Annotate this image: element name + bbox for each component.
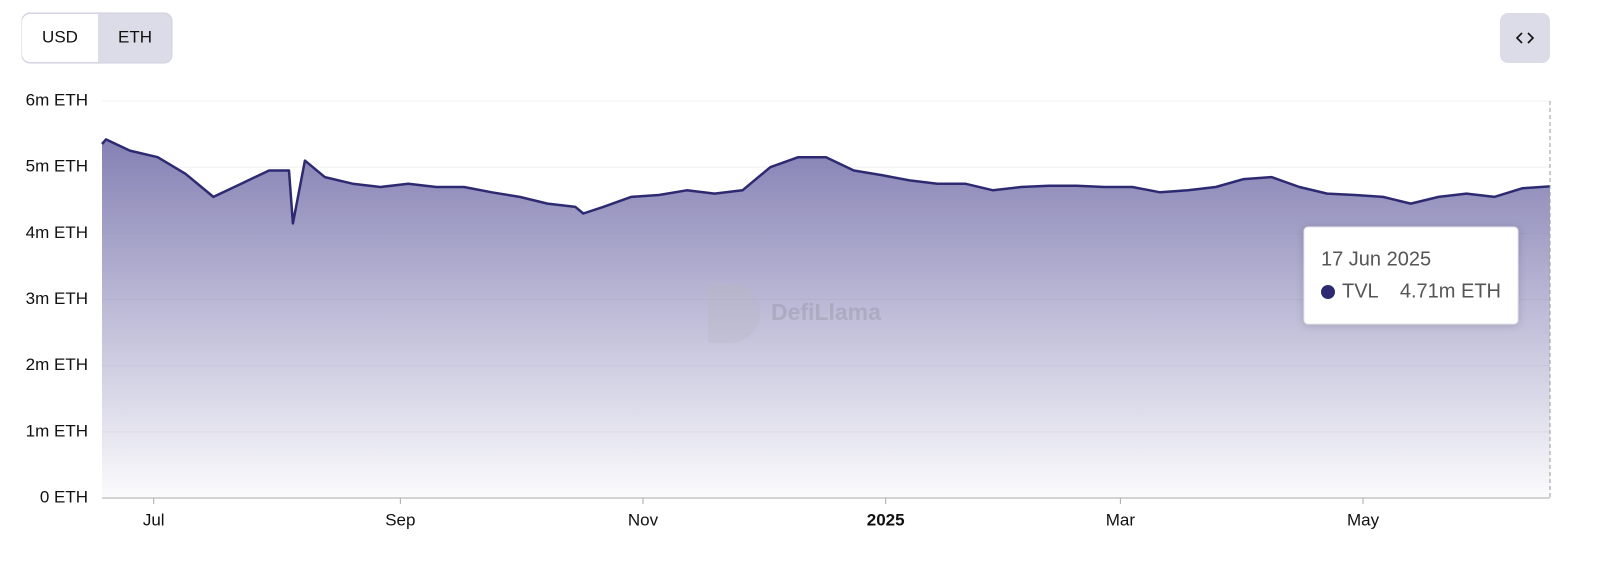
tooltip: 17 Jun 2025 TVL 4.71m ETH — [1303, 226, 1519, 325]
x-tick-label: 2025 — [867, 510, 905, 529]
y-tick-label: 3m ETH — [26, 289, 88, 308]
y-tick-label: 4m ETH — [26, 223, 88, 242]
line — [101, 138, 1551, 225]
y-tick-label: 2m ETH — [26, 355, 88, 374]
embed-button[interactable] — [1500, 13, 1550, 63]
tooltip-box — [1303, 226, 1519, 325]
x-tick-label: Sep — [385, 510, 415, 529]
y-tick-label: 1m ETH — [26, 421, 88, 440]
tooltip-value: 4.71m ETH — [1400, 280, 1501, 302]
x-tick-label: Mar — [1106, 510, 1136, 529]
tooltip-swatch — [1321, 285, 1335, 299]
usd-button[interactable] — [22, 14, 98, 62]
eth-label[interactable]: ETH — [118, 27, 152, 46]
watermark-text: DefiLlama — [771, 299, 881, 325]
x-tick-label: Nov — [628, 510, 659, 529]
plot: 0 ETH 1m ETH 2m ETH 3m ETH 4m ETH 5m ETH 6m ET… — [26, 90, 1551, 529]
tooltip-date: 17 Jun 2025 — [1321, 248, 1431, 270]
usd-label[interactable]: USD — [42, 27, 78, 46]
y-tick-label: 6m ETH — [26, 90, 88, 109]
area — [102, 139, 1550, 498]
x-tick-label: May — [1347, 510, 1380, 529]
embed-button-bg[interactable] — [1500, 13, 1550, 63]
y-tick-label: 0 ETH — [40, 487, 88, 506]
watermark: DefiLlama — [708, 283, 881, 343]
tooltip-series: TVL — [1342, 280, 1379, 302]
x-tick-label: Jul — [143, 510, 165, 529]
y-tick-label: 5m ETH — [26, 157, 88, 176]
code-icon — [1515, 32, 1535, 44]
denomination-toggle: USD ETH — [21, 12, 173, 64]
watermark-logo — [708, 283, 760, 343]
